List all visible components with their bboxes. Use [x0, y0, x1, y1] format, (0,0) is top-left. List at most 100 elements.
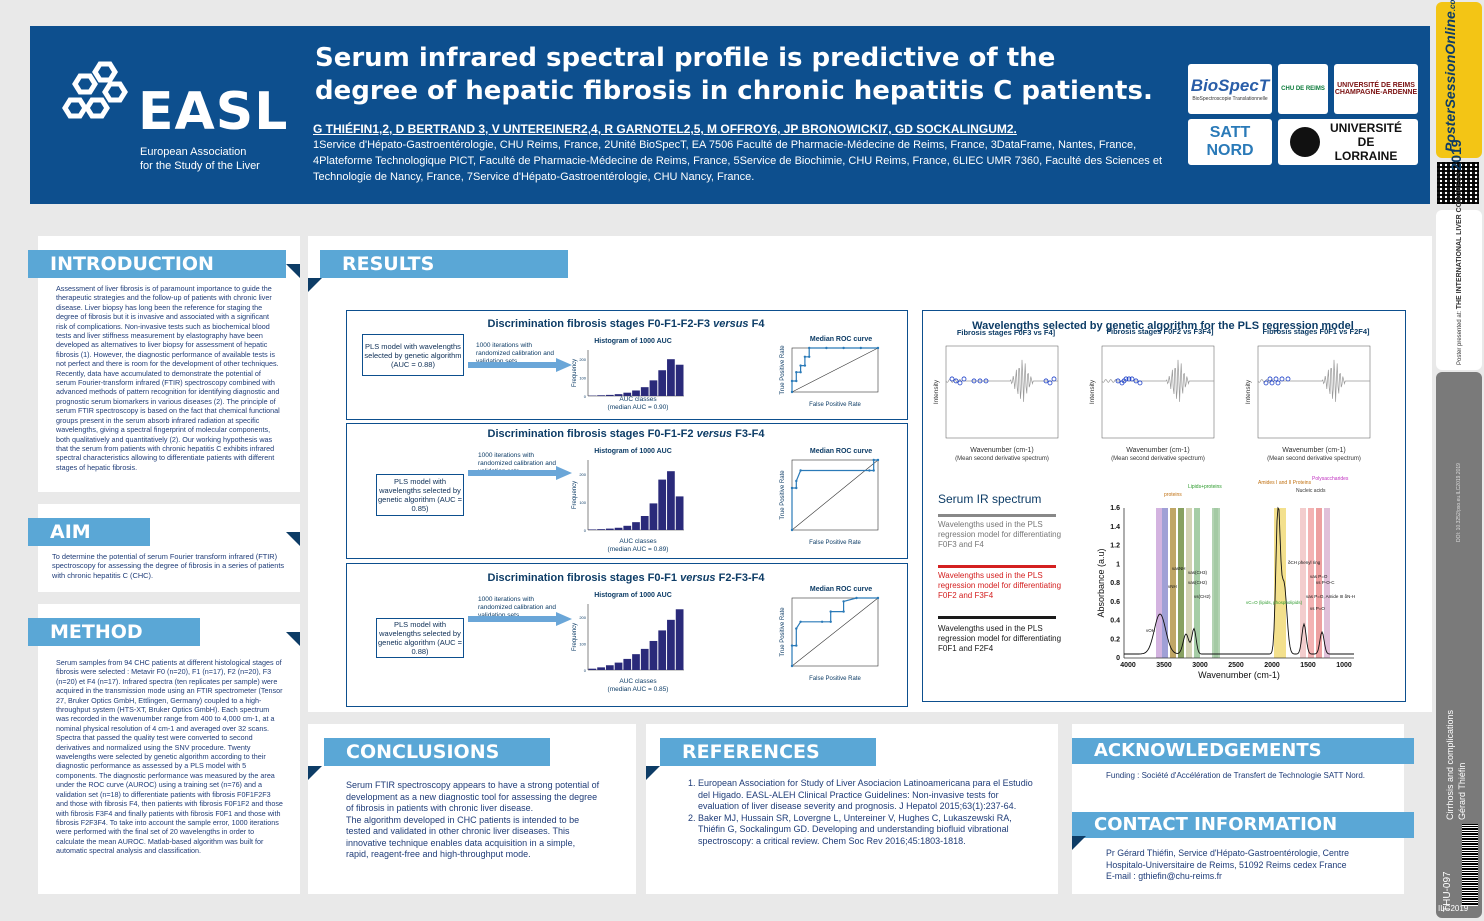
tick-label: 200: [579, 615, 586, 620]
wl-title-3: Fibrosis stages F0F1 vs F2F4]: [1262, 327, 1370, 336]
roc-title-2: Median ROC curve: [809, 448, 873, 455]
histogram-bar: [658, 479, 667, 530]
histogram-bar: [588, 668, 597, 670]
histogram-bar: [597, 667, 605, 670]
tick-label: 0: [584, 668, 587, 673]
y-tick-label: 1.4: [1110, 524, 1120, 531]
qr-code[interactable]: [1437, 162, 1479, 204]
easl-wordmark: EASL: [138, 82, 289, 142]
spectral-band: [1186, 508, 1192, 658]
satt-nord-logo: SATT NORD: [1188, 119, 1272, 165]
roc-point: [820, 620, 824, 623]
spectral-band: [1308, 508, 1314, 658]
histogram-bar: [640, 648, 649, 670]
histogram-bar: [632, 654, 640, 670]
roc-point: [790, 486, 794, 490]
selected-wavelength-marker: [1273, 376, 1279, 382]
tick-label: 100: [579, 376, 586, 381]
poster-session-online-badge[interactable]: PosterSessionOnline.com: [1436, 0, 1482, 158]
peak-label: νasNH: [1172, 566, 1186, 571]
arrow-right-icon: [468, 466, 572, 480]
pls-model-box-3: PLS model with wavelengths selected by g…: [376, 618, 464, 658]
roc-point: [795, 627, 798, 630]
plot-frame: [1257, 345, 1371, 439]
y-tick-label: 0.2: [1110, 636, 1120, 643]
arrow-right-icon: [468, 358, 572, 372]
y-axis-label: Intensity: [1089, 379, 1096, 404]
band-label-nucleic: Nucleic acids: [1296, 488, 1326, 494]
histogram-bar: [605, 394, 614, 396]
auc-label-2: AUC classes (median AUC = 0.89): [607, 538, 669, 553]
contact-heading: CONTACT INFORMATION: [1072, 812, 1414, 838]
peak-label: νOH: [1146, 628, 1155, 633]
roc-title-1: Median ROC curve: [809, 336, 873, 343]
selected-wavelength-marker: [1279, 376, 1285, 382]
x-tick-label: 2500: [1228, 662, 1244, 669]
y-tick-label: 0.6: [1110, 599, 1120, 606]
selected-wavelength-marker: [971, 378, 977, 384]
histogram-bar: [588, 529, 597, 530]
auc-histogram-3: Frequency 0 100 200: [572, 604, 684, 673]
peak-label: νs P-O-C: [1316, 580, 1335, 585]
second-derivative-plot-3: Intensity Wavenumber (cm-1) (Mean second d…: [1245, 345, 1371, 462]
peak-label: νs(CH2): [1194, 594, 1211, 599]
roc-curve-3: False Positive Rate True Positive Rate: [780, 596, 880, 682]
selected-wavelength-marker: [1285, 376, 1291, 382]
y-tick-label: 0: [1116, 655, 1120, 662]
spectral-band: [1194, 508, 1200, 658]
affiliations: 1Service d'Hépato-Gastroentérologie, CHU…: [313, 139, 1163, 183]
y-axis-label: Intensity: [933, 379, 940, 404]
histogram-bar: [667, 619, 675, 670]
x-axis-label: False Positive Rate: [809, 540, 861, 546]
band-label-amides: Amides I and II Proteins: [1258, 480, 1312, 486]
histogram-bar: [605, 665, 614, 670]
spectral-band: [1274, 508, 1280, 658]
roc-diagonal: [791, 597, 879, 667]
y-tick-label: 0.8: [1110, 580, 1120, 587]
pls-model-box-2: PLS model with wavelengths selected by g…: [376, 474, 464, 516]
selected-wavelength-marker: [953, 378, 959, 384]
roc-point: [799, 469, 802, 472]
legend-bar-2: [938, 565, 1056, 568]
x-tick-label: 3000: [1192, 662, 1208, 669]
histogram-bar: [614, 394, 623, 396]
histogram-bar: [623, 525, 632, 530]
serum-ir-spectrum-chart: 0 0.2 0.4 0.6 0.8 1 1.2 1.4 1.6 4000 3500 3000 2500 2…: [1096, 476, 1355, 680]
y-axis-label: True Positive Rate: [780, 607, 786, 657]
spectral-band: [1214, 508, 1220, 658]
conclusions-text: Serum FTIR spectroscopy appears to have …: [346, 780, 600, 859]
histogram-bar: [614, 527, 623, 530]
hist-title-1: Histogram of 1000 AUC: [594, 338, 672, 345]
roc-point: [829, 620, 832, 623]
spectral-band: [1324, 508, 1330, 658]
roc-point: [790, 664, 794, 668]
tick-label: 200: [579, 472, 586, 477]
second-derivative-plot-2: Intensity Wavenumber (cm-1) (Mean second d…: [1089, 345, 1215, 462]
histogram-bar: [649, 503, 658, 530]
roc-point: [799, 620, 802, 623]
roc-point: [876, 458, 880, 462]
histogram-bar: [640, 516, 649, 530]
histogram-bar: [640, 387, 649, 396]
peak-label: δCH phenyl ring: [1288, 560, 1321, 565]
spectral-band: [1170, 508, 1176, 658]
poster-info-strip: DOI: 10.3252/pso.eu.ILC2019.2019 Cirrhos…: [1436, 372, 1482, 918]
spectral-band: [1178, 508, 1184, 658]
histogram-bar: [675, 609, 684, 670]
x-tick-label: 4000: [1120, 662, 1136, 669]
x-axis-label: Wavenumber (cm-1): [1198, 670, 1280, 680]
roc-line: [791, 347, 878, 392]
tick-label: 200: [579, 357, 586, 362]
poster-title: Serum infrared spectral profile is predi…: [315, 43, 1153, 106]
wl-title-2: Fibrosis stages F0F2 vs F3F4]: [1106, 327, 1214, 336]
x-tick-label: 2000: [1264, 662, 1280, 669]
email-link[interactable]: E-mail : gthiefin@chu-reims.fr: [1106, 871, 1222, 881]
histogram-bar: [623, 658, 632, 670]
plot-frame: [945, 345, 1059, 439]
method-text: Serum samples from 94 CHC patients at di…: [56, 658, 283, 856]
y-tick-label: 1: [1116, 561, 1120, 568]
references-heading: REFERENCES: [660, 738, 876, 766]
selected-wavelength-marker: [1126, 376, 1132, 382]
selected-wavelength-marker: [1123, 376, 1129, 382]
roc-curve-1: False Positive Rate True Positive Rate: [780, 345, 880, 408]
